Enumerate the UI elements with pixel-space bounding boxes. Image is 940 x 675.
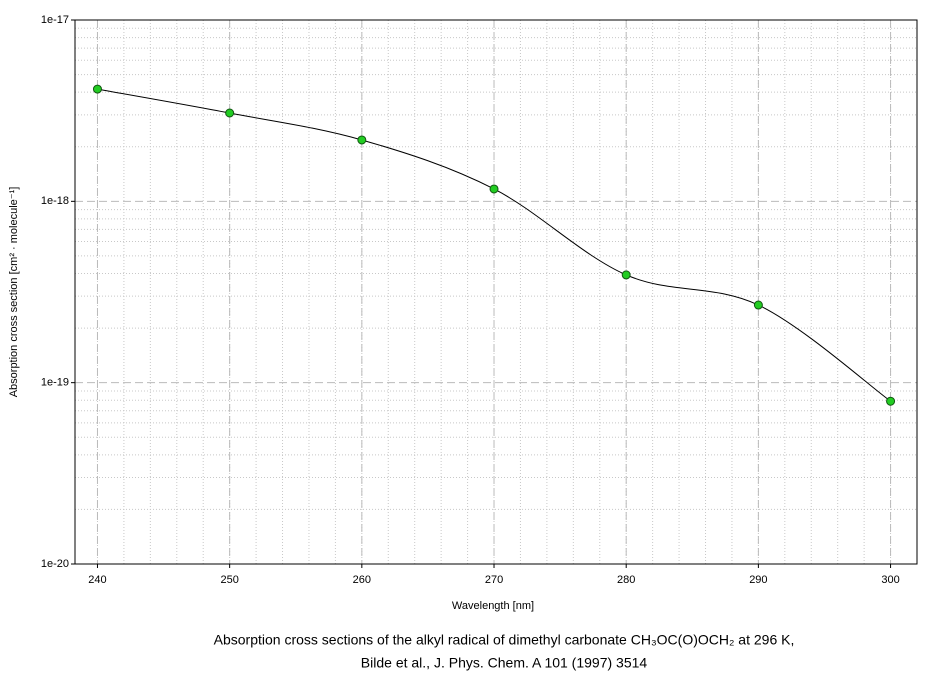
marker [753, 300, 763, 310]
marker [621, 270, 631, 280]
caption: Bilde et al., J. Phys. Chem. A 101 (1997… [361, 655, 648, 671]
x-tick-label: 290 [749, 574, 767, 586]
marker [92, 84, 102, 94]
marker [886, 396, 896, 406]
x-axis-label: Wavelength [nm] [452, 600, 534, 612]
x-tick-label: 240 [88, 574, 106, 586]
marker [225, 108, 235, 118]
plot-frame [74, 19, 918, 565]
y-axis-label: Absorption cross section [cm² · molecule… [8, 187, 20, 398]
x-tick-label: 260 [353, 574, 371, 586]
marker [489, 184, 499, 194]
y-tick-label: 1e-18 [41, 195, 69, 207]
x-tick-label: 300 [881, 574, 899, 586]
x-tick-label: 270 [485, 574, 503, 586]
y-tick-label: 1e-17 [41, 14, 69, 26]
x-tick-label: 250 [220, 574, 238, 586]
caption: Absorption cross sections of the alkyl r… [214, 632, 795, 648]
x-tick-label: 280 [617, 574, 635, 586]
y-tick-label: 1e-20 [41, 558, 69, 570]
marker [357, 135, 367, 145]
grid [75, 19, 918, 565]
y-tick-label: 1e-19 [41, 377, 69, 389]
